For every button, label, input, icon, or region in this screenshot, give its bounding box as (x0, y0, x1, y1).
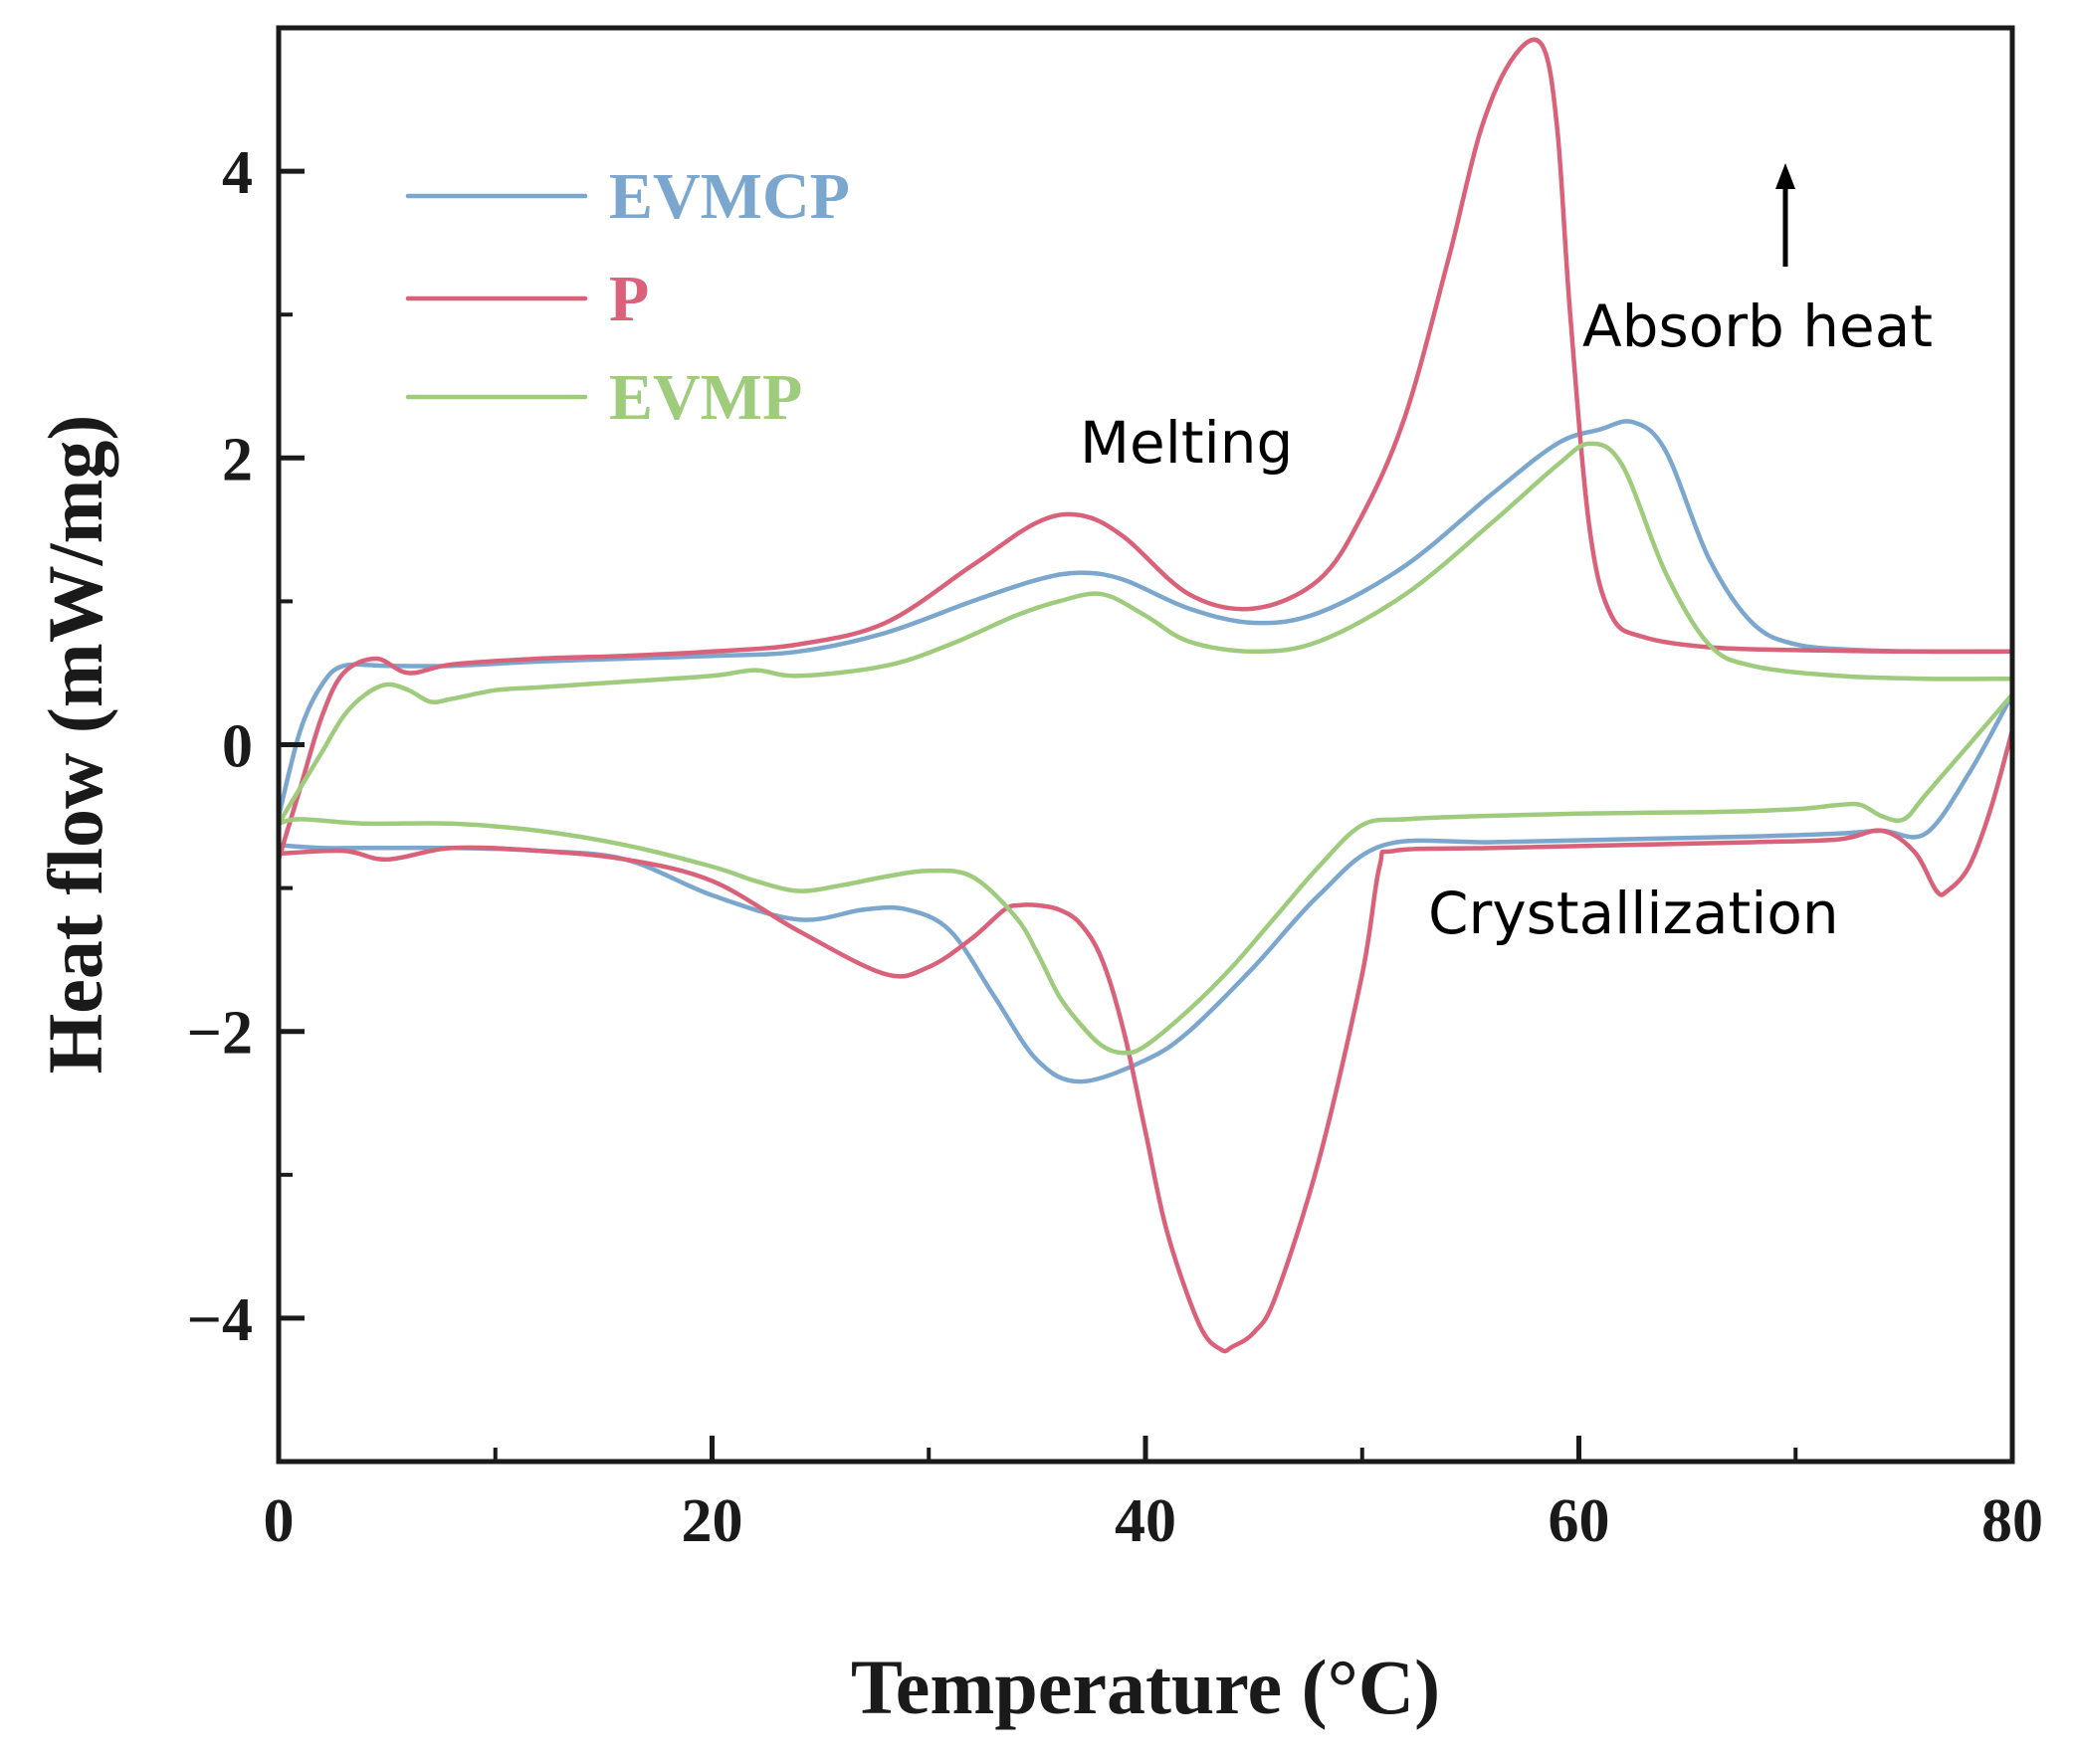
x-axis-title: Temperature (°C) (851, 1644, 1440, 1730)
series-evmp-heating-curve (276, 441, 2015, 827)
tick-layer: 0 20 40 60 80 −4 −2 0 2 4 (187, 139, 2043, 1555)
up-arrow-icon (1775, 163, 1795, 267)
y-tick-label: 4 (222, 139, 253, 207)
legend: EVMCP P EVMP (405, 160, 850, 434)
series-p-heating-curve (276, 37, 2015, 863)
y-tick-label: 2 (222, 426, 253, 493)
legend-label-p: P (609, 263, 649, 335)
legend-label-evmp: EVMP (609, 361, 802, 434)
series-evmcp-heating-curve (276, 419, 2015, 819)
series-evmp-cooling-curve (276, 691, 2015, 1056)
annotation-crystallization: Crystallization (1428, 880, 1839, 947)
legend-label-evmcp: EVMCP (609, 160, 850, 233)
x-tick-label: 40 (1115, 1487, 1176, 1555)
series-p-cooling-curve (276, 727, 2015, 1354)
y-axis-title: Heat flow (mW/mg) (32, 415, 118, 1075)
series-layer (276, 37, 2015, 1354)
x-tick-label: 0 (264, 1487, 295, 1555)
y-tick-label: −2 (187, 1000, 253, 1068)
y-tick-label: 0 (222, 713, 253, 781)
plot-frame (276, 25, 2015, 1465)
x-tick-label: 20 (682, 1487, 743, 1555)
annotation-melting: Melting (1080, 409, 1293, 477)
y-tick-label: −4 (187, 1286, 253, 1354)
x-tick-label: 80 (1981, 1487, 2043, 1555)
x-tick-label: 60 (1549, 1487, 1610, 1555)
annotation-absorb-heat: Absorb heat (1582, 293, 1933, 360)
